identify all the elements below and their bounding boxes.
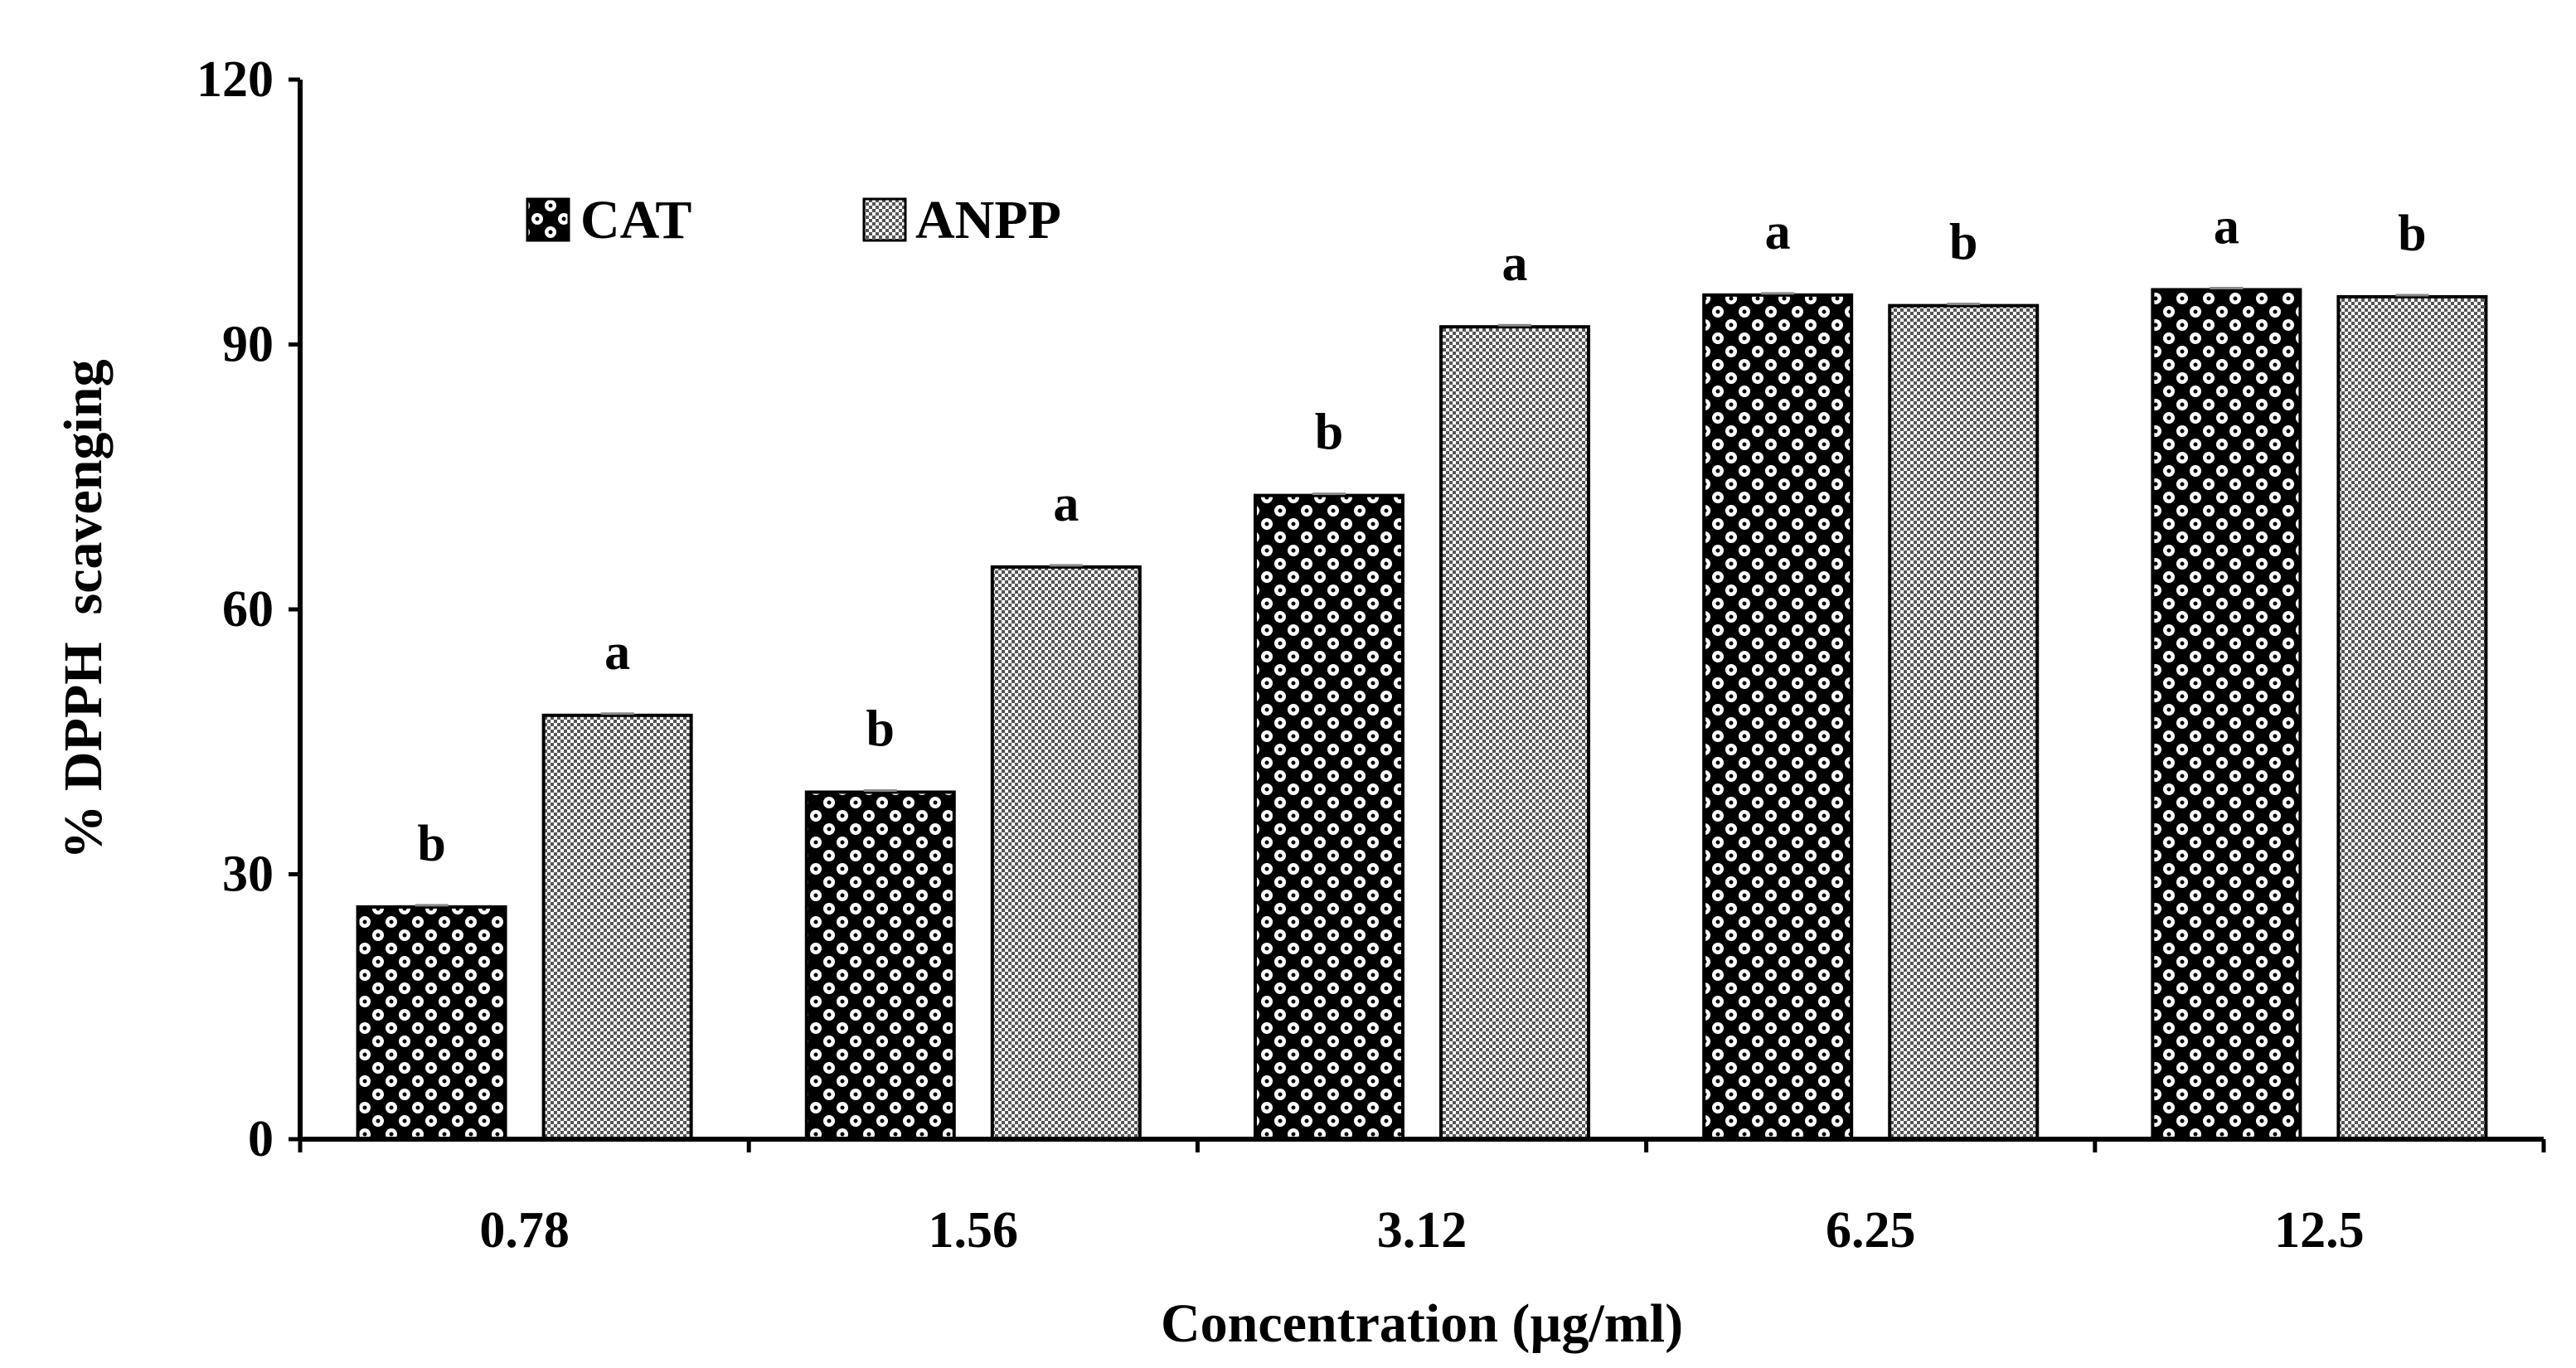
bar-cat (2151, 288, 2302, 1142)
bars-group (356, 286, 2488, 1142)
significance-label-anpp: a (1502, 235, 1528, 292)
bar-anpp (2336, 294, 2488, 1141)
bar-cat (1702, 293, 1854, 1141)
legend-item-anpp: ANPP (862, 190, 1061, 250)
legend-swatch-anpp (862, 197, 907, 242)
significance-label-anpp: a (1053, 476, 1079, 532)
y-axis-title: % DPPH scavenging (53, 359, 114, 859)
significance-label-cat: a (2214, 198, 2239, 255)
significance-labels: b b b a a a a a b b (417, 198, 2426, 871)
significance-label-anpp: b (1949, 215, 1977, 271)
legend-swatch-cat (526, 197, 570, 242)
significance-label-cat: b (417, 816, 445, 872)
bar-anpp (990, 565, 1142, 1141)
x-tick-label: 6.25 (1826, 1202, 1916, 1259)
legend-item-cat: CAT (526, 190, 691, 250)
y-tick-label: 60 (222, 581, 274, 638)
x-tick-label: 0.78 (479, 1202, 570, 1259)
bar-anpp (541, 713, 693, 1141)
y-tick-label: 90 (222, 317, 274, 373)
significance-label-anpp: b (2398, 206, 2426, 262)
bar-cat (804, 790, 956, 1142)
legend-label-anpp: ANPP (915, 190, 1061, 250)
bar-anpp (1888, 303, 2040, 1141)
y-tick-label: 0 (248, 1111, 274, 1167)
bar-anpp (1439, 325, 1591, 1141)
y-axis-ticks: 0 30 60 90 120 (196, 51, 300, 1167)
bar-cat (356, 905, 507, 1142)
bar-cat (1253, 493, 1404, 1141)
x-tick-label: 3.12 (1377, 1202, 1467, 1259)
x-tick-label: 1.56 (929, 1202, 1019, 1259)
significance-label-cat: a (1765, 204, 1791, 260)
legend: CAT ANPP (526, 190, 1061, 250)
x-axis-ticks: 0.78 1.56 3.12 6.25 12.5 (298, 1139, 2546, 1259)
x-tick-label: 12.5 (2274, 1202, 2365, 1259)
y-tick-label: 30 (222, 847, 274, 903)
significance-label-anpp: a (604, 624, 630, 681)
legend-label-cat: CAT (580, 190, 691, 250)
significance-label-cat: b (1315, 405, 1343, 461)
x-axis-title: Concentration (µg/ml) (1161, 1293, 1683, 1354)
y-tick-label: 120 (196, 51, 274, 108)
significance-label-cat: b (866, 701, 895, 757)
